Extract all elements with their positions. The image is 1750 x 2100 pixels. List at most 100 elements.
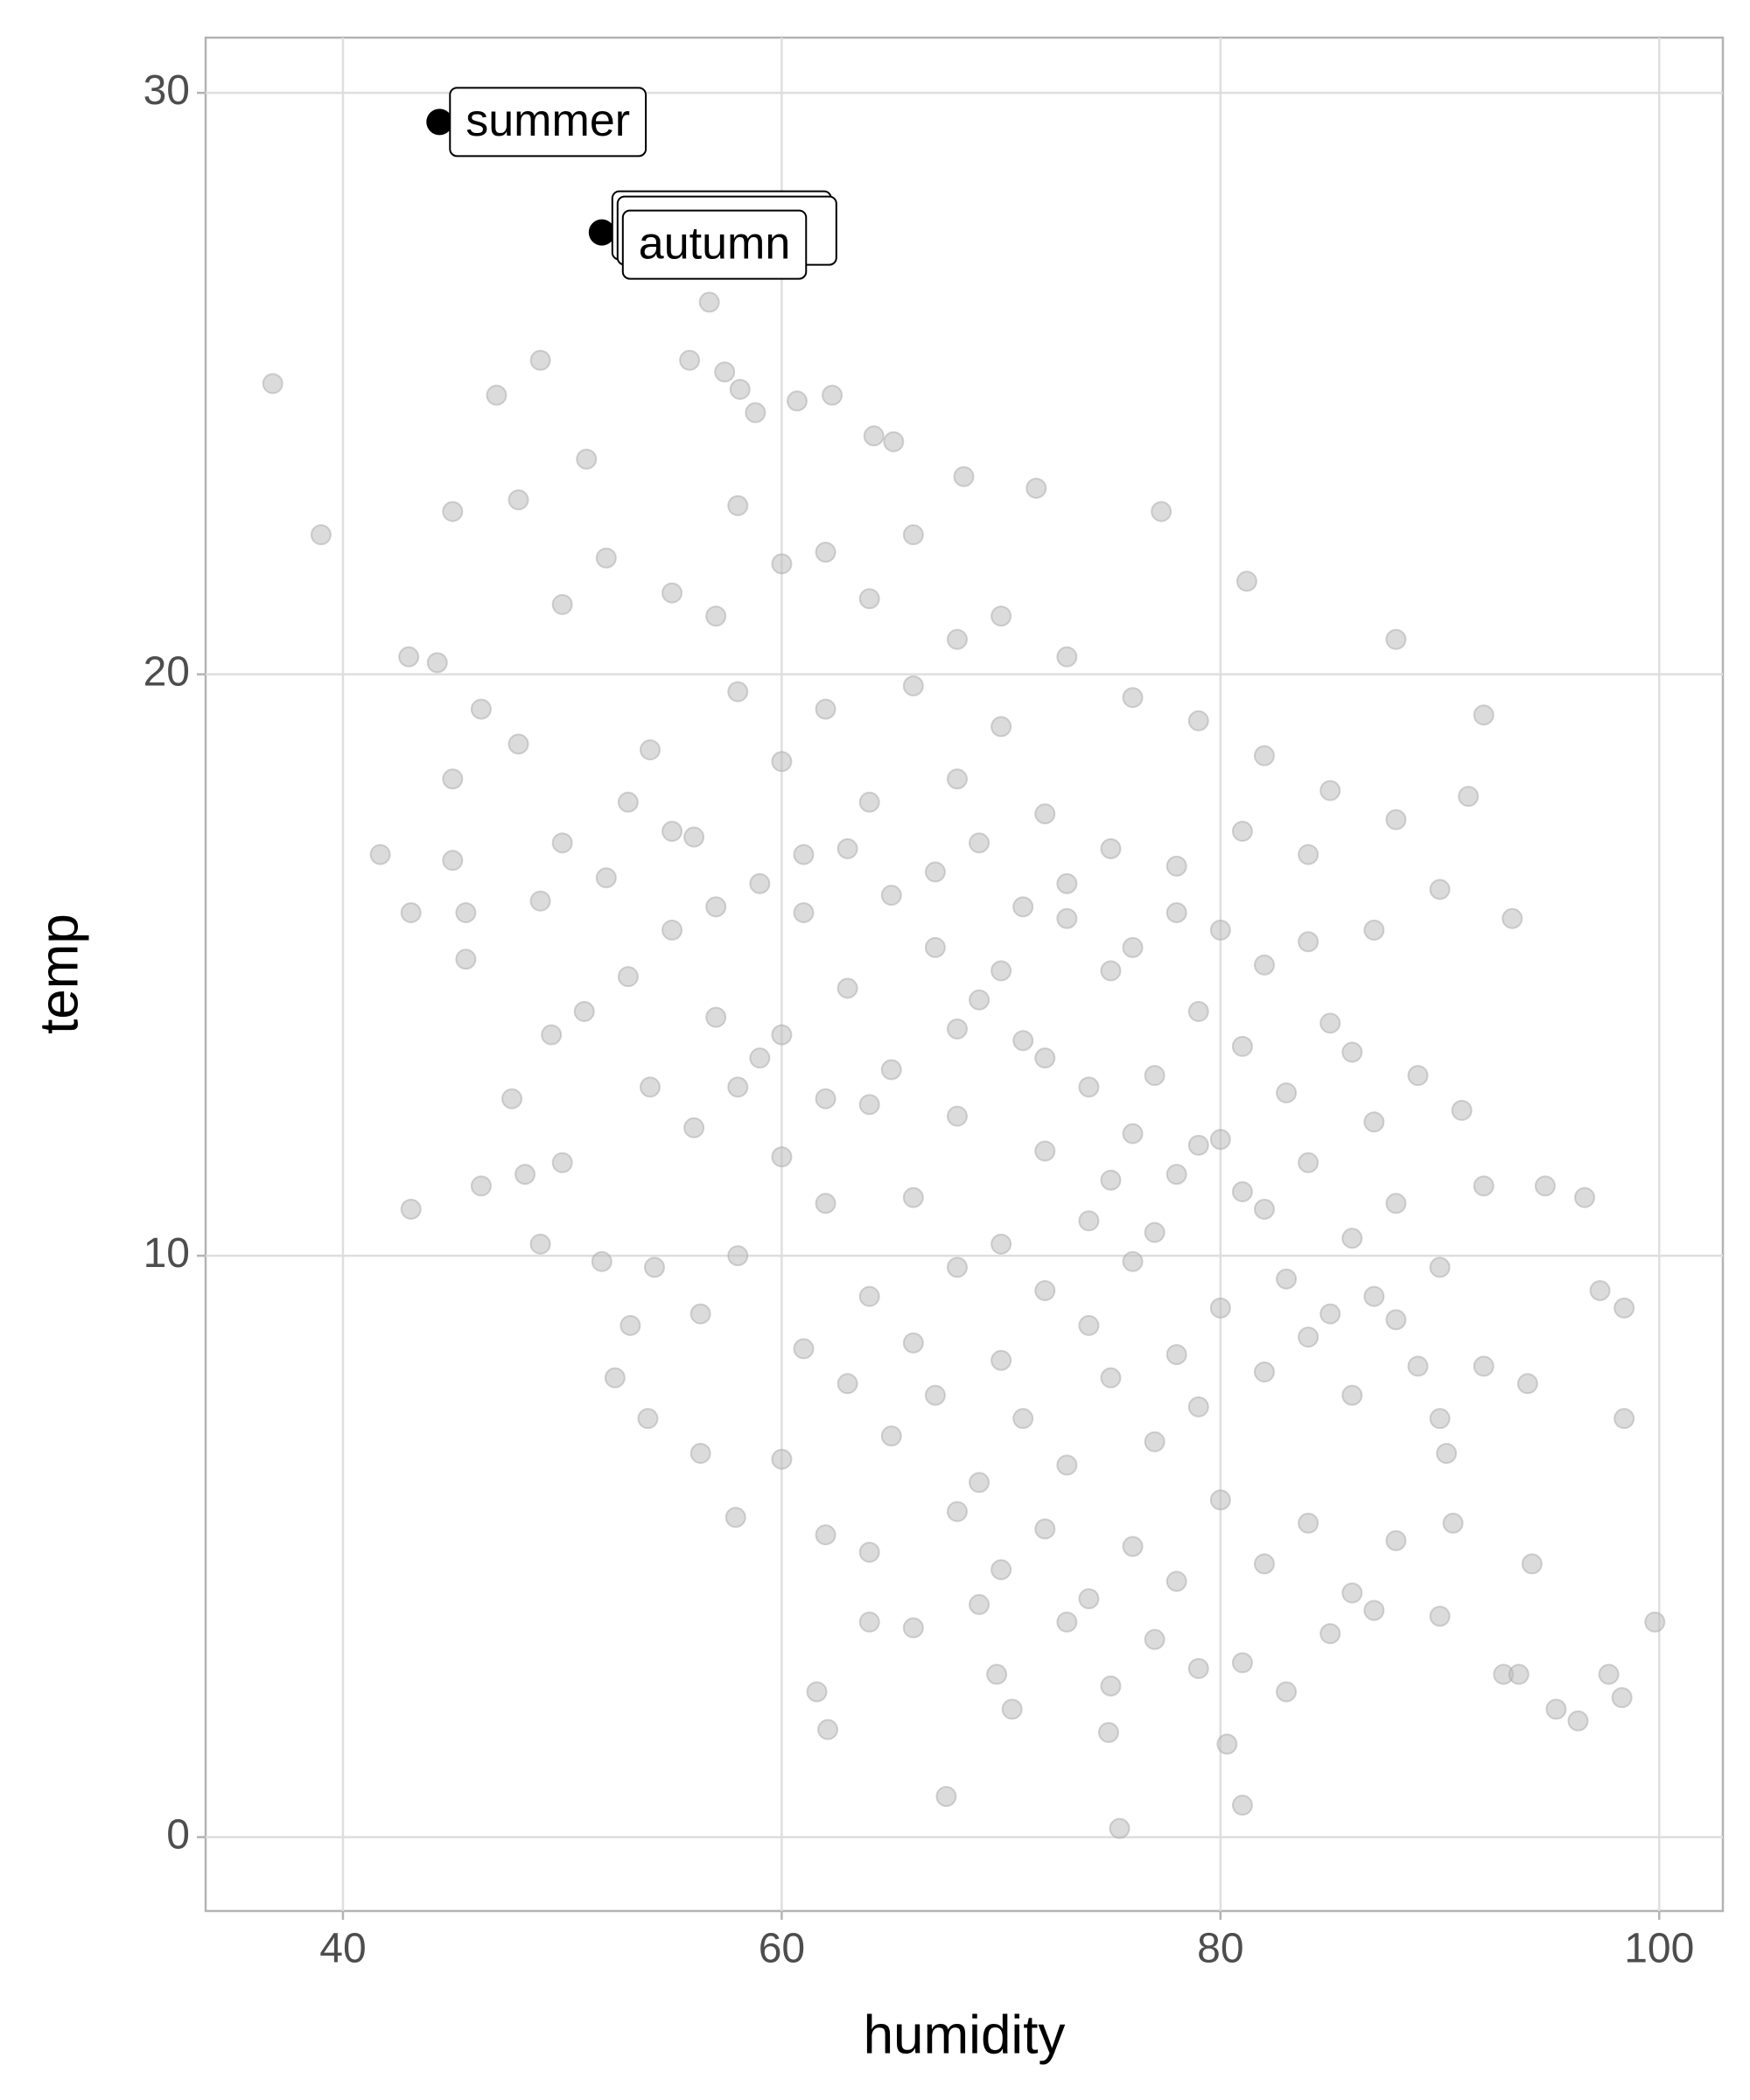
highlight-point	[426, 108, 453, 136]
label-box	[449, 87, 648, 158]
point	[1320, 1012, 1341, 1034]
point	[591, 1250, 612, 1272]
point	[1100, 837, 1122, 859]
point	[1436, 1443, 1458, 1465]
point	[946, 1501, 968, 1522]
point	[1567, 1710, 1589, 1732]
point	[1276, 1268, 1298, 1290]
point	[858, 588, 880, 610]
point	[1341, 1228, 1363, 1250]
point	[1508, 1663, 1530, 1685]
point	[1236, 570, 1257, 592]
point	[836, 1373, 858, 1395]
point	[442, 850, 464, 872]
point	[637, 1408, 659, 1430]
point	[1516, 1373, 1538, 1395]
point	[1151, 500, 1172, 522]
point	[1407, 1065, 1429, 1087]
point	[924, 1384, 946, 1406]
point	[705, 1006, 727, 1028]
point	[1187, 710, 1209, 732]
point	[727, 1245, 749, 1267]
point	[470, 698, 492, 720]
point	[690, 1303, 711, 1325]
point	[662, 919, 683, 941]
point	[576, 448, 598, 470]
panel	[204, 36, 1725, 1913]
point	[836, 837, 858, 859]
point	[501, 1088, 523, 1110]
y-tick-label: 30	[144, 67, 190, 114]
point	[369, 844, 391, 865]
point	[1253, 1198, 1275, 1220]
point	[1056, 646, 1078, 668]
point	[1253, 1362, 1275, 1383]
point	[486, 384, 508, 406]
point	[714, 361, 736, 383]
point	[815, 698, 836, 720]
point	[1166, 1344, 1187, 1366]
point	[880, 1059, 902, 1081]
point	[1473, 1355, 1494, 1377]
point	[749, 1047, 771, 1069]
x-tick-label: 80	[1197, 1926, 1243, 1972]
point	[595, 867, 617, 889]
point	[858, 791, 880, 813]
point	[426, 652, 448, 674]
point	[990, 716, 1012, 738]
point	[771, 1448, 793, 1470]
point	[1209, 1297, 1231, 1319]
point	[1363, 919, 1385, 941]
point	[924, 936, 946, 958]
point	[1385, 628, 1407, 650]
point	[986, 1663, 1008, 1685]
point	[1001, 1698, 1023, 1720]
point	[990, 1233, 1012, 1255]
point	[1502, 907, 1523, 929]
point	[1122, 687, 1144, 709]
point	[683, 1116, 705, 1138]
point	[1231, 1652, 1253, 1674]
point	[683, 826, 705, 848]
point	[771, 553, 793, 575]
point	[1385, 808, 1407, 830]
point	[990, 606, 1012, 627]
point	[1056, 1454, 1078, 1476]
point	[858, 1094, 880, 1116]
point	[1122, 1250, 1144, 1272]
point	[902, 1186, 924, 1208]
point-label: autumn	[639, 218, 790, 269]
point	[935, 1786, 957, 1808]
point	[1056, 872, 1078, 894]
point	[1298, 931, 1320, 953]
point	[990, 1349, 1012, 1371]
point	[1166, 855, 1187, 877]
point	[1458, 786, 1480, 808]
x-axis-title: humidity	[864, 2005, 1066, 2065]
point	[1598, 1663, 1620, 1685]
point	[771, 1146, 793, 1168]
point	[1231, 1181, 1253, 1203]
point	[1341, 1384, 1363, 1406]
point	[1429, 1408, 1451, 1430]
point	[727, 494, 749, 516]
label-box	[621, 209, 808, 280]
point	[529, 890, 551, 912]
point	[1385, 1193, 1407, 1214]
point	[1614, 1297, 1635, 1319]
point	[705, 606, 727, 627]
point	[771, 751, 793, 773]
point	[902, 1332, 924, 1354]
point	[1078, 1210, 1100, 1232]
point	[1253, 745, 1275, 766]
point	[1385, 1309, 1407, 1331]
point	[1109, 1817, 1130, 1839]
point	[969, 989, 990, 1011]
point	[724, 1507, 746, 1529]
point	[514, 1164, 536, 1186]
point	[1298, 1152, 1320, 1173]
point	[1100, 1675, 1122, 1697]
point	[662, 821, 683, 843]
point	[946, 628, 968, 650]
